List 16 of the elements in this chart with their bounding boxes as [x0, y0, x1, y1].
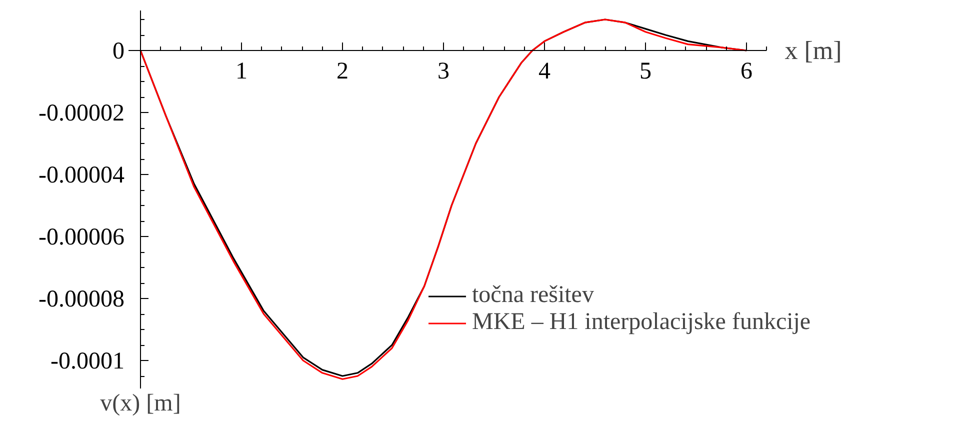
- legend-label: MKE – H1 interpolacijske funkcije: [472, 309, 811, 336]
- x-tick-label: 1: [236, 58, 248, 84]
- x-tick-label: 6: [740, 58, 752, 84]
- legend-label: točna rešitev: [472, 282, 594, 309]
- y-tick-label: -0.00004: [38, 162, 125, 188]
- x-tick-label: 3: [438, 58, 450, 84]
- y-tick-label: -0.00006: [38, 224, 125, 250]
- y-axis-title: v(x) [m]: [100, 390, 181, 416]
- x-axis-title: x [m]: [784, 36, 842, 65]
- y-tick-label: 0: [112, 38, 124, 64]
- y-tick-label: -0.0001: [50, 348, 125, 374]
- x-tick-label: 2: [336, 58, 348, 84]
- x-tick-label: 4: [538, 58, 550, 84]
- x-tick-label: 5: [640, 58, 652, 84]
- y-tick-label: -0.00008: [38, 286, 125, 312]
- y-tick-label: -0.00002: [38, 100, 125, 126]
